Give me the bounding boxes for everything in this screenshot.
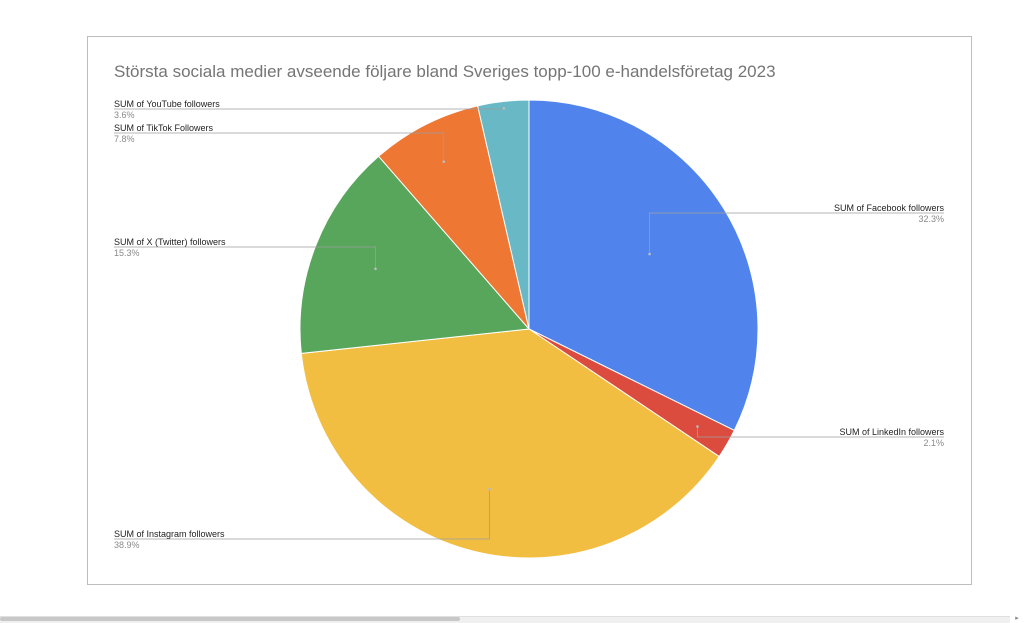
leader-dot-5 — [442, 160, 446, 163]
pie-slice-4[interactable] — [299, 155, 531, 354]
leader-dot-6 — [502, 106, 506, 110]
slice-label-3: SUM of Instagram followers — [114, 529, 225, 539]
horizontal-scrollbar-thumb[interactable] — [0, 617, 460, 621]
chart-title: Största sociala medier avseende följare … — [114, 62, 776, 81]
leader-line-4 — [114, 246, 376, 269]
slice-label-4: SUM of X (Twitter) followers — [114, 237, 226, 247]
leader-line-3 — [114, 489, 490, 540]
slice-percent-1: 32.3% — [918, 214, 944, 224]
leader-line-1 — [649, 212, 944, 255]
leader-dot-1 — [648, 252, 651, 256]
pie-slice-1[interactable] — [528, 99, 759, 432]
leader-line-5 — [114, 132, 445, 162]
leader-dot-3 — [488, 487, 491, 491]
pie-slice-5[interactable] — [377, 105, 530, 330]
pie-slice-6[interactable] — [477, 99, 530, 330]
leader-dot-4 — [374, 267, 377, 271]
slice-percent-3: 38.9% — [114, 540, 140, 550]
slice-percent-5: 7.8% — [114, 134, 135, 144]
slice-label-6: SUM of YouTube followers — [114, 99, 220, 109]
leader-dot-2 — [696, 425, 699, 428]
pie-slice-3[interactable] — [300, 328, 720, 559]
horizontal-scrollbar-track[interactable] — [0, 616, 1010, 623]
slice-percent-4: 15.3% — [114, 248, 140, 258]
slice-label-1: SUM of Facebook followers — [834, 203, 945, 213]
slice-label-2: SUM of LinkedIn followers — [839, 427, 944, 437]
leader-line-2 — [697, 426, 944, 438]
slice-percent-2: 2.1% — [923, 438, 944, 448]
scroll-right-arrow-icon[interactable]: ▸ — [1015, 614, 1019, 622]
slice-percent-6: 3.6% — [114, 110, 135, 120]
slice-label-5: SUM of TikTok Followers — [114, 123, 214, 133]
